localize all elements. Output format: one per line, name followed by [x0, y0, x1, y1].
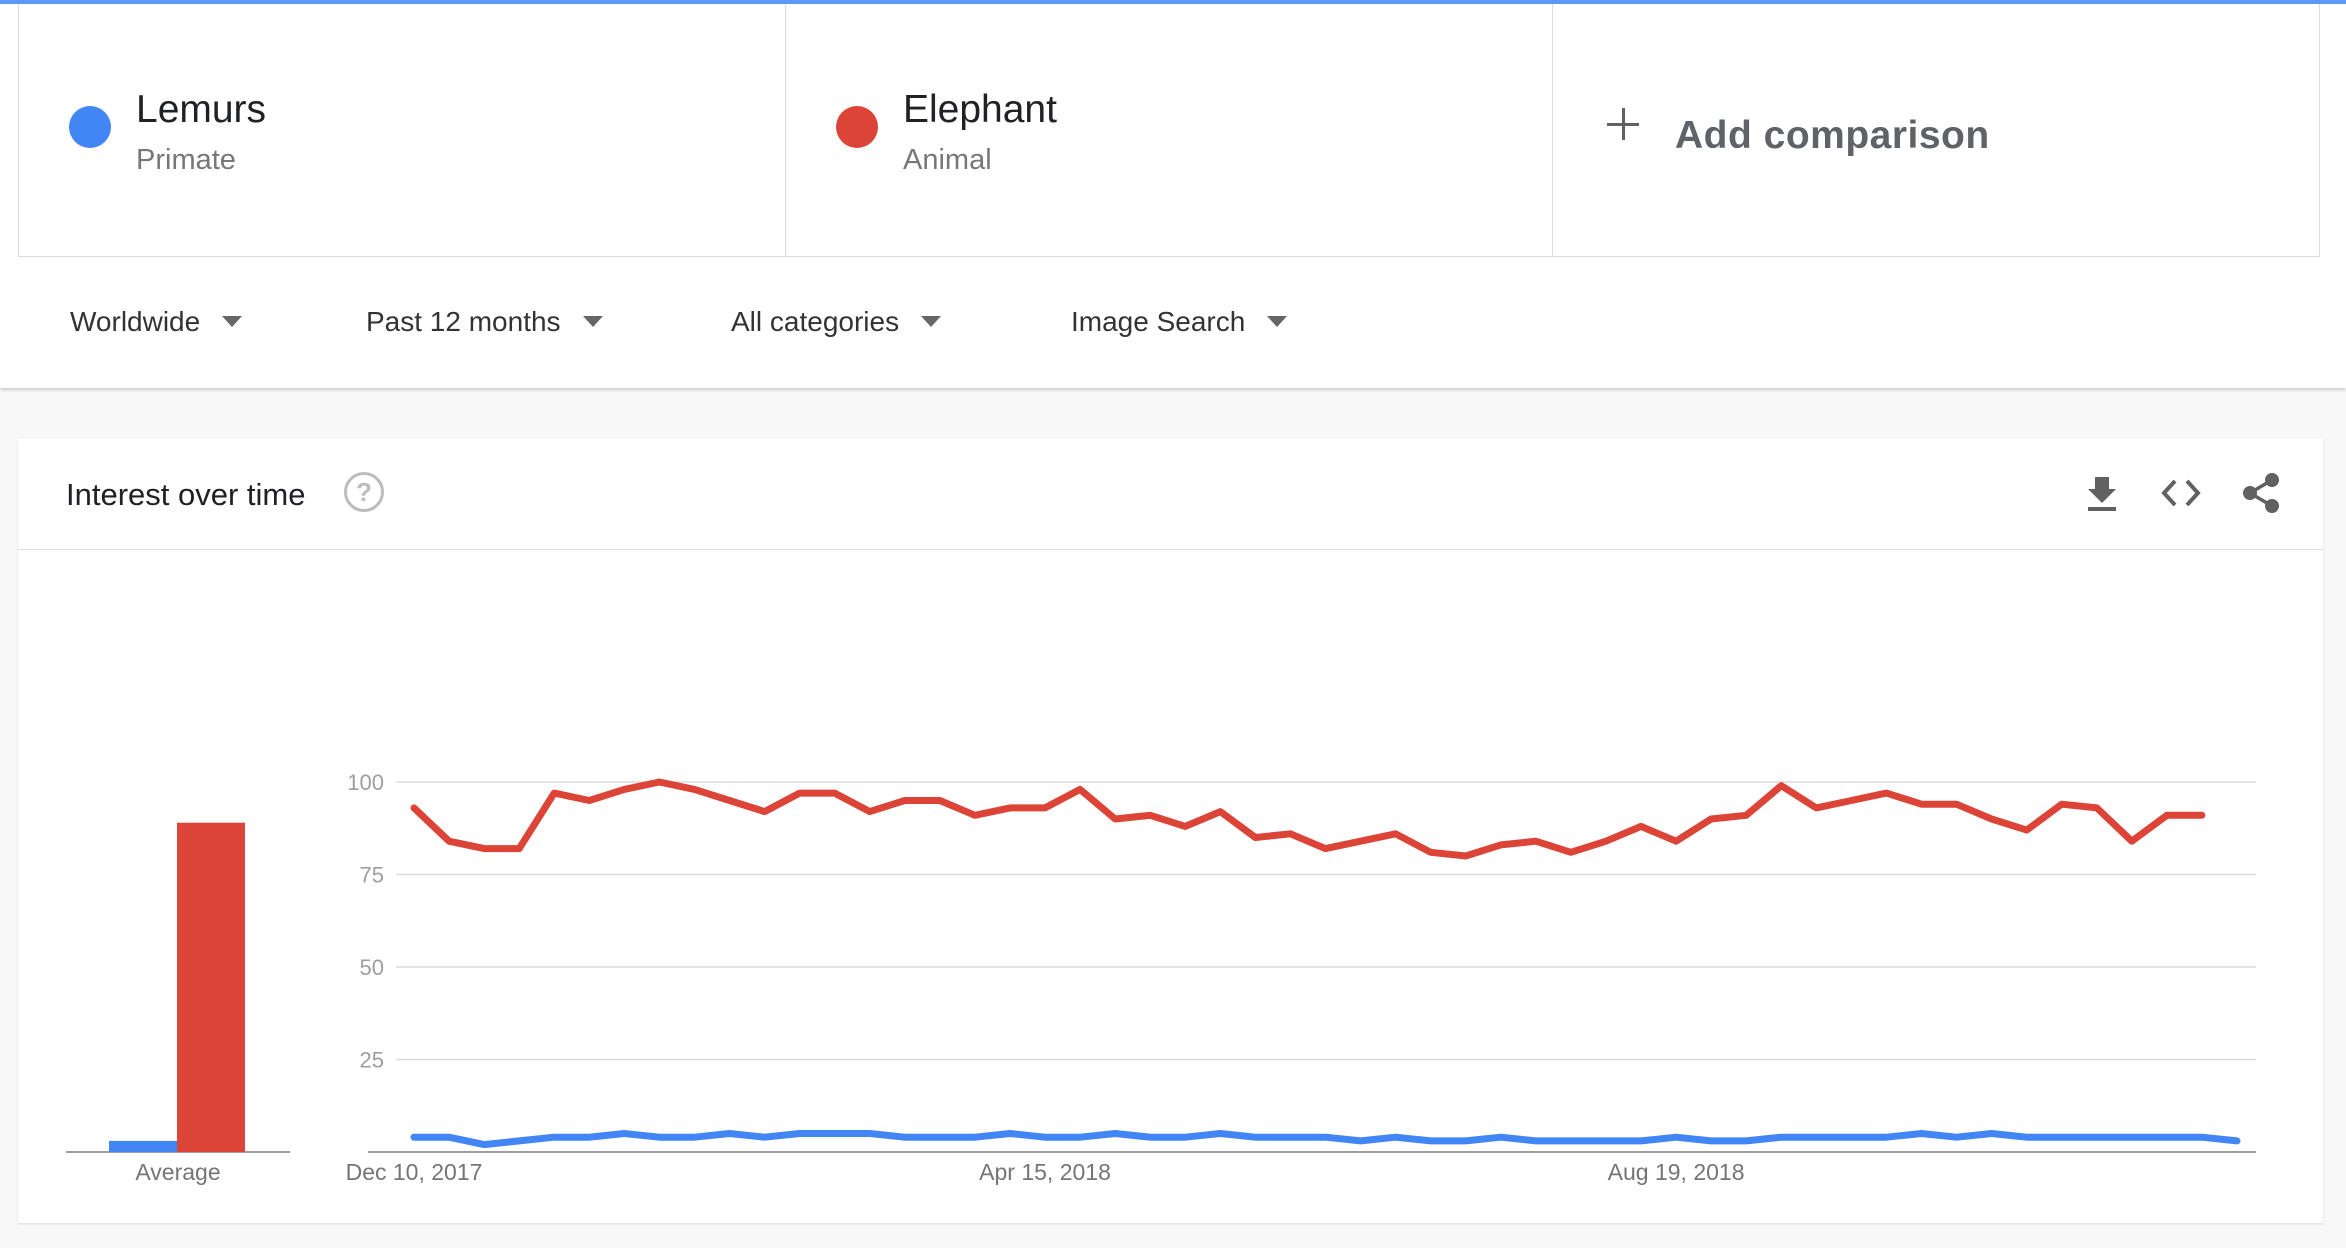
series-line-elephant[interactable] — [414, 782, 2202, 856]
region-dropdown[interactable]: Worldwide — [70, 306, 242, 338]
average-bar-lemurs[interactable] — [109, 1141, 177, 1152]
search-type-dropdown-label: Image Search — [1071, 306, 1245, 337]
category-dropdown[interactable]: All categories — [731, 306, 941, 338]
caret-down-icon — [1267, 316, 1287, 327]
average-bar-elephant[interactable] — [177, 823, 245, 1152]
term-name[interactable]: Lemurs — [136, 88, 266, 132]
card-title: Interest over time — [66, 477, 305, 513]
y-tick-label: 75 — [360, 863, 384, 888]
series-color-dot — [69, 106, 111, 148]
search-type-dropdown[interactable]: Image Search — [1071, 306, 1287, 338]
average-chart: Average — [66, 823, 290, 1185]
x-tick-label: Aug 19, 2018 — [1608, 1159, 1745, 1185]
caret-down-icon — [222, 316, 242, 327]
term-category: Animal — [903, 144, 992, 177]
caret-down-icon — [921, 316, 941, 327]
term-category: Primate — [136, 144, 236, 177]
y-tick-label: 50 — [360, 955, 384, 980]
plus-icon — [1607, 108, 1639, 140]
series-color-dot — [836, 106, 878, 148]
series-line-lemurs[interactable] — [414, 1134, 2237, 1145]
embed-code-icon[interactable] — [2159, 471, 2203, 515]
x-tick-label: Apr 15, 2018 — [979, 1159, 1111, 1185]
help-circle-icon[interactable]: ? — [344, 472, 384, 512]
term-card-elephant[interactable]: Elephant Animal — [785, 4, 1552, 257]
add-comparison-button[interactable]: Add comparison — [1552, 4, 2320, 257]
share-icon[interactable] — [2240, 471, 2284, 515]
x-tick-label: Dec 10, 2017 — [346, 1159, 483, 1185]
chart-x-axis-labels: Dec 10, 2017 Apr 15, 2018 Aug 19, 2018 — [346, 1159, 1745, 1185]
download-icon[interactable] — [2080, 471, 2124, 515]
time-range-dropdown[interactable]: Past 12 months — [366, 306, 603, 338]
term-name[interactable]: Elephant — [903, 88, 1057, 132]
average-label: Average — [135, 1159, 220, 1185]
comparison-bar: Lemurs Primate Elephant Animal Add compa… — [0, 4, 2346, 258]
category-dropdown-label: All categories — [731, 306, 899, 337]
y-tick-label: 100 — [347, 770, 384, 795]
interest-chart: Average 25 50 75 100 Dec 10, 2017 Apr 15, 20… — [18, 549, 2323, 1223]
caret-down-icon — [583, 316, 603, 327]
chart-series-lines — [414, 782, 2237, 1145]
card-header: Interest over time ? — [18, 439, 2323, 550]
y-tick-label: 25 — [360, 1048, 384, 1073]
region-dropdown-label: Worldwide — [70, 306, 200, 337]
interest-over-time-card: Interest over time ? Average 25 50 75 100 D… — [18, 439, 2323, 1223]
chart-gridlines: 25 50 75 100 — [347, 770, 2256, 1152]
filter-bar: Worldwide Past 12 months All categories … — [0, 258, 2346, 388]
time-range-dropdown-label: Past 12 months — [366, 306, 561, 337]
add-comparison-label[interactable]: Add comparison — [1675, 114, 1990, 158]
term-card-lemurs[interactable]: Lemurs Primate — [18, 4, 785, 257]
